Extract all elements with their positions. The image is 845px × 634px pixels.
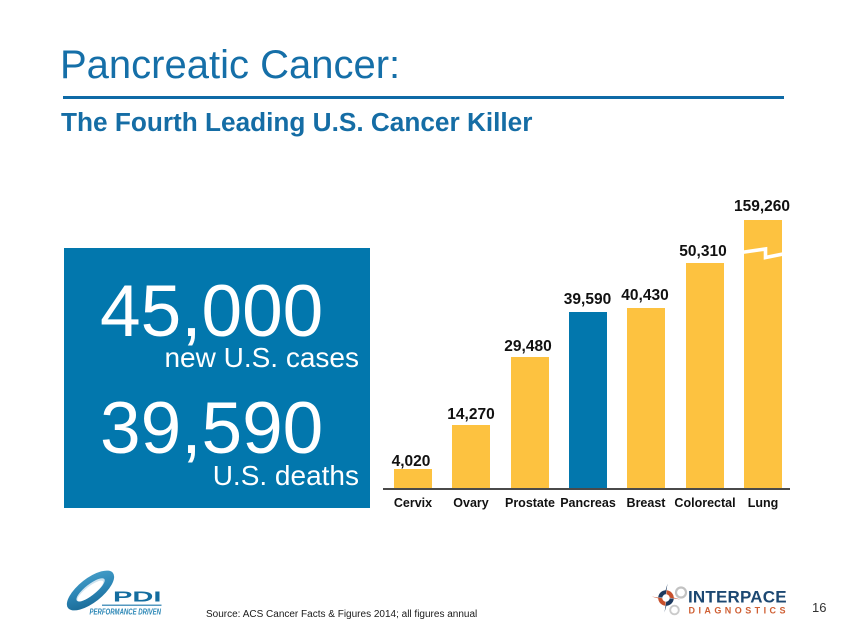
svg-text:PERFORMANCE DRIVEN: PERFORMANCE DRIVEN xyxy=(90,607,162,616)
svg-text:PDI: PDI xyxy=(113,589,162,606)
svg-text:DIAGNOSTICS: DIAGNOSTICS xyxy=(689,606,789,616)
svg-text:INTERPACE: INTERPACE xyxy=(688,588,787,607)
